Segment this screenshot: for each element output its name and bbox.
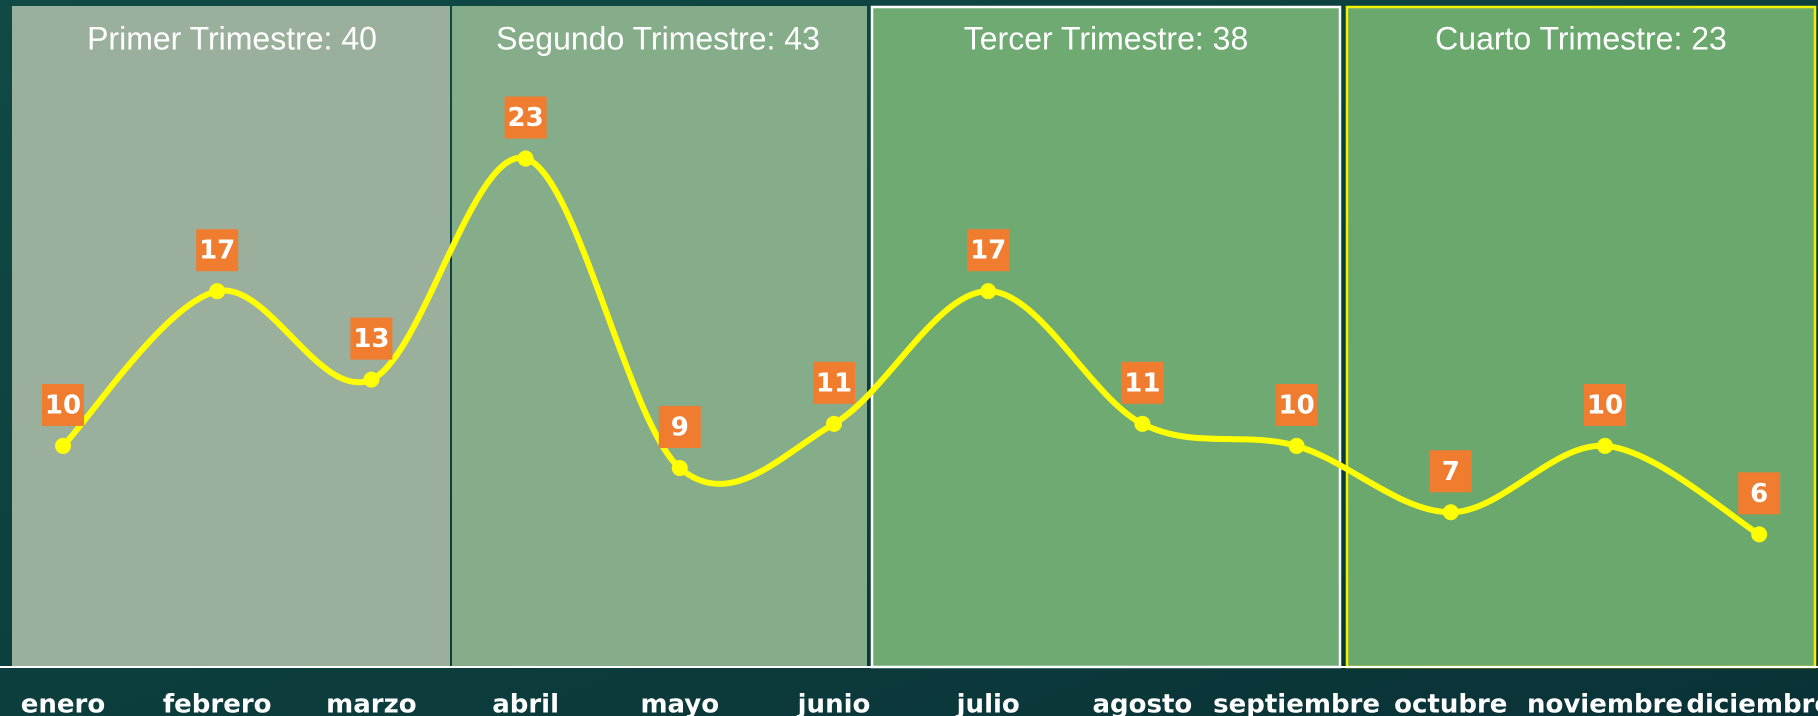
value-label: 11 [1124,368,1160,398]
point [1442,504,1459,521]
x-tick-label: febrero [163,690,272,716]
value-label-box [813,361,855,404]
value-label-box [1584,383,1626,426]
quarter-panel [1345,5,1817,669]
value-label-box [1738,472,1781,515]
x-tick-label: abril [492,690,559,716]
value-label: 11 [816,368,852,398]
value-label: 17 [199,236,235,266]
value-label: 10 [45,390,81,420]
x-tick-label: diciembre [1686,690,1818,716]
value-label: 9 [671,413,689,443]
point [517,150,534,167]
value-label-box [42,383,84,426]
value-label-box [1275,383,1318,426]
point [363,371,380,388]
x-tick-label: mayo [640,690,719,716]
quarter-title: Segundo Trimestre: 43 [496,20,820,56]
x-tick-label: julio [956,690,1020,716]
value-label: 10 [1587,390,1623,420]
point [1597,437,1613,454]
x-tick-label: septiembre [1213,690,1380,716]
value-label: 13 [353,324,389,354]
x-tick-label: agosto [1093,690,1193,716]
point [1751,526,1768,543]
value-label-box [1429,450,1472,493]
value-label-box [504,96,547,139]
x-tick-label: noviembre [1527,690,1683,716]
x-tick-label: junio [797,690,871,716]
point [1288,437,1305,454]
value-label-box [967,229,1010,272]
point [980,283,997,300]
quarter-title: Cuarto Trimestre: 23 [1435,20,1727,56]
point [209,283,226,300]
value-label-box [350,317,393,360]
value-label: 10 [1279,390,1315,420]
x-tick-label: octubre [1394,690,1507,716]
value-label: 23 [508,103,544,133]
value-label: 7 [1442,457,1460,487]
point [826,415,842,432]
point [55,437,71,454]
point [1134,415,1151,432]
x-tick-label: marzo [326,690,416,716]
value-label-box [658,406,701,449]
quarter-title: Primer Trimestre: 40 [87,20,377,56]
value-label: 17 [970,236,1006,266]
quarter-panel [870,5,1342,669]
value-label: 6 [1750,479,1768,509]
point [671,460,688,477]
quarter-title: Tercer Trimestre: 38 [964,20,1249,56]
x-tick-label: enero [21,690,105,716]
value-label-box [1121,361,1164,404]
value-label-box [196,229,239,272]
